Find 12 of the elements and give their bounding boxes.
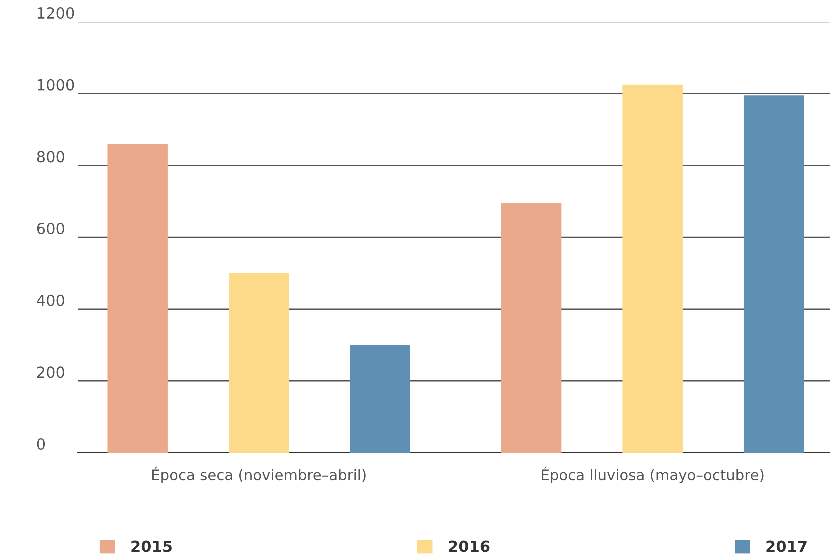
y-tick-label: 600 — [37, 222, 64, 235]
x-tick-label: Época seca (noviembre–abril) — [152, 466, 366, 484]
y-tick-label: 0 — [37, 438, 46, 450]
y-tick-label: 1000 — [38, 79, 74, 91]
legend-label: 2016 — [449, 540, 490, 552]
legend-label: 2015 — [132, 540, 172, 552]
x-tick-label: Época lluviosa (mayo–octubre) — [542, 466, 764, 484]
y-tick-label: 200 — [37, 366, 64, 378]
y-tick-label: 800 — [37, 151, 64, 163]
y-tick-label: 1200 — [38, 7, 74, 20]
legend-label: 2017 — [766, 540, 807, 552]
y-tick-label: 400 — [37, 294, 64, 306]
